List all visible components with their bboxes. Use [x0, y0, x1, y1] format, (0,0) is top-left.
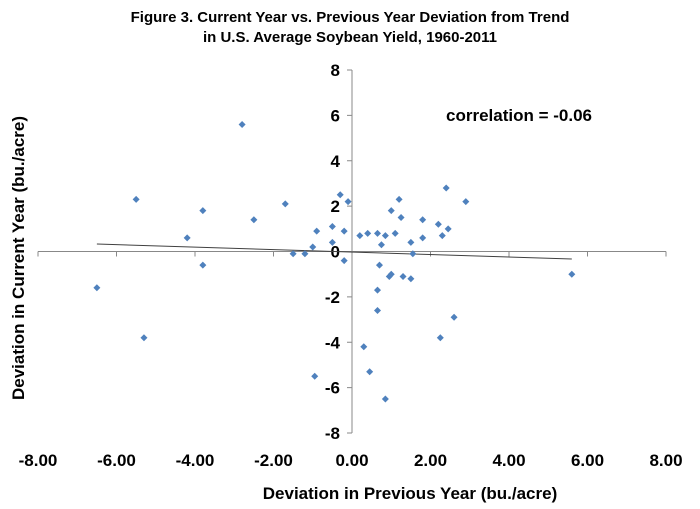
data-point: [462, 198, 470, 206]
x-tick-label: 0.00: [335, 451, 368, 470]
data-point: [568, 270, 576, 278]
y-tick-label: -2: [325, 288, 340, 307]
x-tick-label: -4.00: [176, 451, 215, 470]
y-tick-label: 6: [331, 106, 340, 125]
x-tick-label: 4.00: [492, 451, 525, 470]
data-point: [444, 225, 452, 233]
data-point: [419, 216, 427, 224]
data-point: [381, 232, 389, 240]
data-point: [407, 238, 415, 246]
correlation-annotation: correlation = -0.06: [446, 106, 592, 125]
data-point: [313, 227, 321, 235]
y-tick-label: -8: [325, 424, 340, 443]
chart-subtitle: in U.S. Average Soybean Yield, 1960-2011: [202, 29, 498, 46]
data-point: [309, 243, 317, 251]
y-tick-label: 4: [331, 152, 341, 171]
data-point: [375, 261, 383, 269]
data-point: [183, 234, 191, 242]
data-point: [360, 343, 368, 351]
data-point: [438, 232, 446, 240]
data-point: [436, 334, 444, 342]
data-point: [391, 229, 399, 237]
data-point: [336, 191, 344, 199]
data-point: [397, 213, 405, 221]
x-tick-label: -6.00: [97, 451, 136, 470]
data-point: [344, 198, 352, 206]
data-point: [199, 207, 207, 215]
data-point: [238, 120, 246, 128]
x-tick-label: 6.00: [571, 451, 604, 470]
data-point: [289, 250, 297, 258]
data-point: [340, 227, 348, 235]
x-tick-label: 2.00: [414, 451, 447, 470]
data-point: [356, 232, 364, 240]
y-tick-label: -6: [325, 379, 340, 398]
data-point: [374, 306, 382, 314]
data-point: [407, 275, 415, 283]
y-tick-label: 8: [331, 61, 340, 80]
data-point: [387, 207, 395, 215]
x-tick-label: -2.00: [254, 451, 293, 470]
data-point: [140, 334, 148, 342]
data-point: [340, 257, 348, 265]
data-point: [409, 250, 417, 258]
x-axis-title: Deviation in Previous Year (bu./acre): [262, 484, 558, 503]
trend-line: [96, 243, 572, 260]
data-point: [399, 272, 407, 280]
data-point: [381, 395, 389, 403]
y-tick-label: -4: [325, 333, 341, 352]
data-point: [250, 216, 258, 224]
data-point: [387, 270, 395, 278]
data-point: [419, 234, 427, 242]
data-point: [132, 195, 140, 203]
data-point: [93, 284, 101, 292]
data-point: [328, 223, 336, 231]
data-point: [450, 313, 458, 321]
data-point: [395, 195, 403, 203]
data-point: [301, 250, 309, 258]
data-point: [434, 220, 442, 228]
data-point: [364, 229, 372, 237]
x-tick-label: -8.00: [19, 451, 58, 470]
chart-title: Figure 3. Current Year vs. Previous Year…: [130, 9, 570, 26]
x-tick-label: 8.00: [649, 451, 682, 470]
data-point: [311, 372, 319, 380]
data-point: [281, 200, 289, 208]
y-tick-label: 2: [331, 197, 340, 216]
data-point: [442, 184, 450, 192]
data-point: [366, 368, 374, 376]
data-point: [377, 241, 385, 249]
data-point: [374, 229, 382, 237]
data-point: [374, 286, 382, 294]
data-point: [328, 238, 336, 246]
data-point: [199, 261, 207, 269]
